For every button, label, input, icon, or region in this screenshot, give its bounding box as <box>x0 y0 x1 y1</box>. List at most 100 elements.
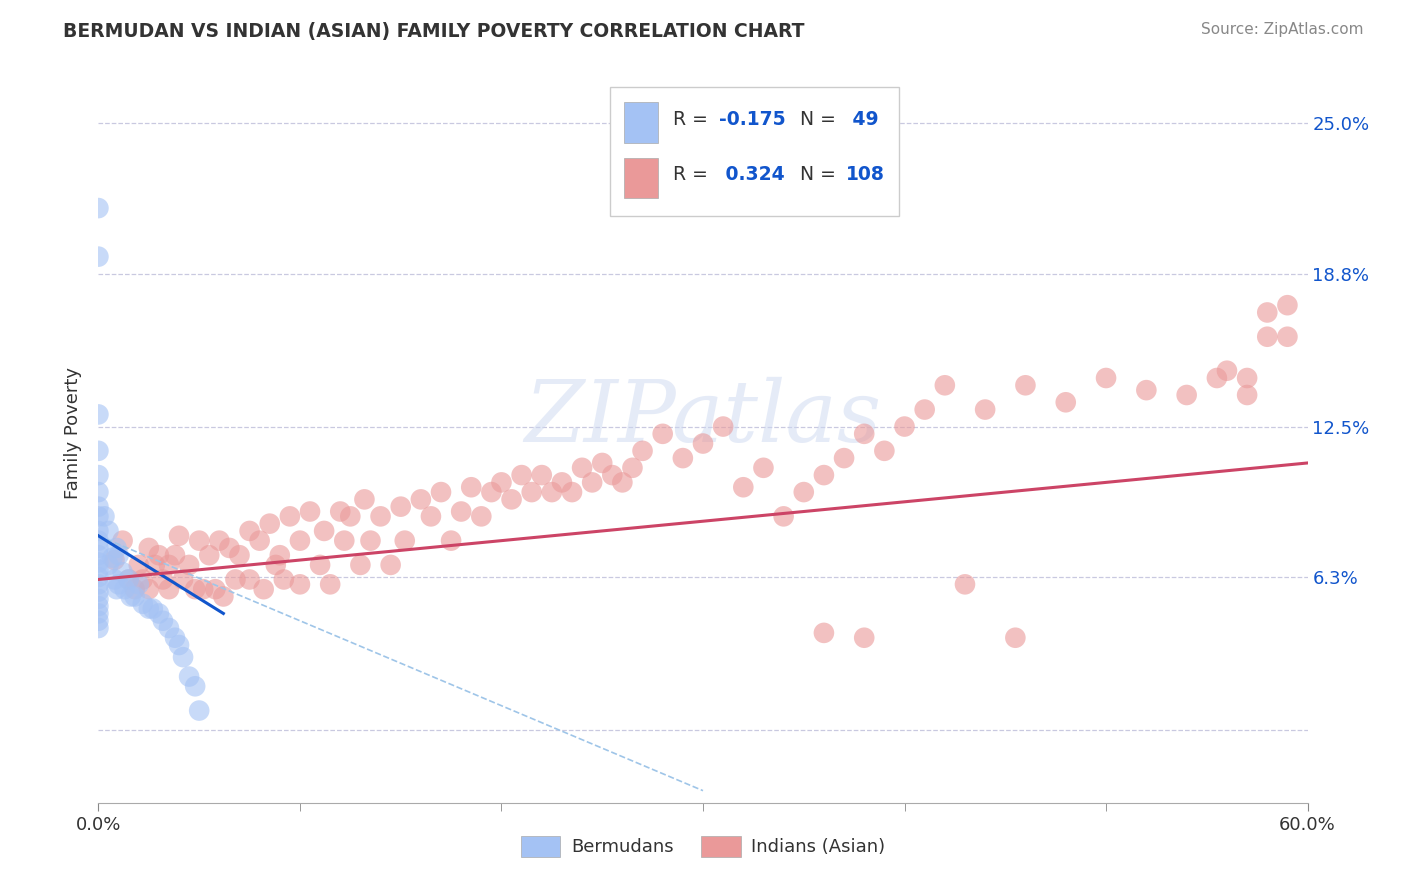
FancyBboxPatch shape <box>624 103 658 143</box>
Point <box>974 402 997 417</box>
Point <box>420 509 443 524</box>
Point <box>87 524 110 538</box>
Point <box>711 419 734 434</box>
Point <box>602 468 624 483</box>
Point <box>1256 305 1278 319</box>
Point <box>349 558 371 572</box>
Point <box>481 485 503 500</box>
Point <box>430 485 453 500</box>
Point <box>333 533 356 548</box>
FancyBboxPatch shape <box>610 87 898 216</box>
Point <box>87 584 110 599</box>
Point <box>470 509 492 524</box>
Point <box>107 577 129 591</box>
Point <box>179 558 201 572</box>
Point <box>309 558 332 572</box>
Point <box>87 570 110 584</box>
Point <box>87 500 110 514</box>
Point <box>87 201 110 215</box>
Point <box>118 573 141 587</box>
Point <box>224 573 246 587</box>
Point <box>111 533 134 548</box>
Point <box>87 621 110 635</box>
Point <box>167 529 190 543</box>
Point <box>1014 378 1036 392</box>
Text: Source: ZipAtlas.com: Source: ZipAtlas.com <box>1201 22 1364 37</box>
Point <box>124 582 146 597</box>
Y-axis label: Family Poverty: Family Poverty <box>65 367 83 499</box>
Point <box>179 669 201 683</box>
Text: N =: N = <box>787 110 842 128</box>
Text: 108: 108 <box>845 165 884 184</box>
Point <box>353 492 375 507</box>
Point <box>111 565 134 579</box>
Point <box>450 504 472 518</box>
Text: BERMUDAN VS INDIAN (ASIAN) FAMILY POVERTY CORRELATION CHART: BERMUDAN VS INDIAN (ASIAN) FAMILY POVERT… <box>63 22 804 41</box>
Point <box>138 541 160 555</box>
Point <box>339 509 361 524</box>
Point <box>188 533 211 548</box>
Point <box>299 504 322 518</box>
Point <box>692 436 714 450</box>
Point <box>87 485 110 500</box>
Point <box>87 509 110 524</box>
Point <box>184 582 207 597</box>
Point <box>87 563 110 577</box>
Point <box>772 509 794 524</box>
Point <box>1095 371 1118 385</box>
Text: -0.175: -0.175 <box>718 110 786 128</box>
Point <box>249 533 271 548</box>
Point <box>540 485 562 500</box>
Point <box>561 485 583 500</box>
Point <box>591 456 613 470</box>
Point <box>259 516 281 531</box>
Point <box>87 591 110 606</box>
Point <box>93 509 115 524</box>
Point <box>103 573 125 587</box>
Point <box>491 475 513 490</box>
Point <box>87 443 110 458</box>
Point <box>148 607 170 621</box>
Point <box>314 524 336 538</box>
Point <box>253 582 276 597</box>
Point <box>501 492 523 507</box>
Legend: Bermudans, Indians (Asian): Bermudans, Indians (Asian) <box>513 829 893 864</box>
Text: N =: N = <box>787 165 842 184</box>
Point <box>157 582 180 597</box>
Point <box>87 408 110 422</box>
Point <box>87 556 110 570</box>
Point <box>288 577 311 591</box>
Point <box>853 426 876 441</box>
Point <box>193 582 215 597</box>
Point <box>1135 383 1157 397</box>
Point <box>813 626 835 640</box>
Point <box>873 443 896 458</box>
Point <box>389 500 412 514</box>
Point <box>733 480 755 494</box>
Point <box>152 614 174 628</box>
Point <box>97 558 120 572</box>
Point <box>1256 330 1278 344</box>
Point <box>118 573 141 587</box>
Point <box>208 533 231 548</box>
Point <box>138 601 160 615</box>
Point <box>172 650 194 665</box>
Point <box>239 524 262 538</box>
Point <box>148 548 170 562</box>
Point <box>409 492 432 507</box>
Point <box>571 460 593 475</box>
Point <box>380 558 402 572</box>
Point <box>853 631 876 645</box>
Text: R =: R = <box>673 110 714 128</box>
Point <box>832 451 855 466</box>
Point <box>1216 364 1239 378</box>
Point <box>1277 330 1299 344</box>
Point <box>1004 631 1026 645</box>
Point <box>651 426 673 441</box>
Point <box>132 573 155 587</box>
Text: R =: R = <box>673 165 714 184</box>
Point <box>114 582 136 597</box>
Point <box>440 533 463 548</box>
Point <box>87 533 110 548</box>
Point <box>143 558 166 572</box>
